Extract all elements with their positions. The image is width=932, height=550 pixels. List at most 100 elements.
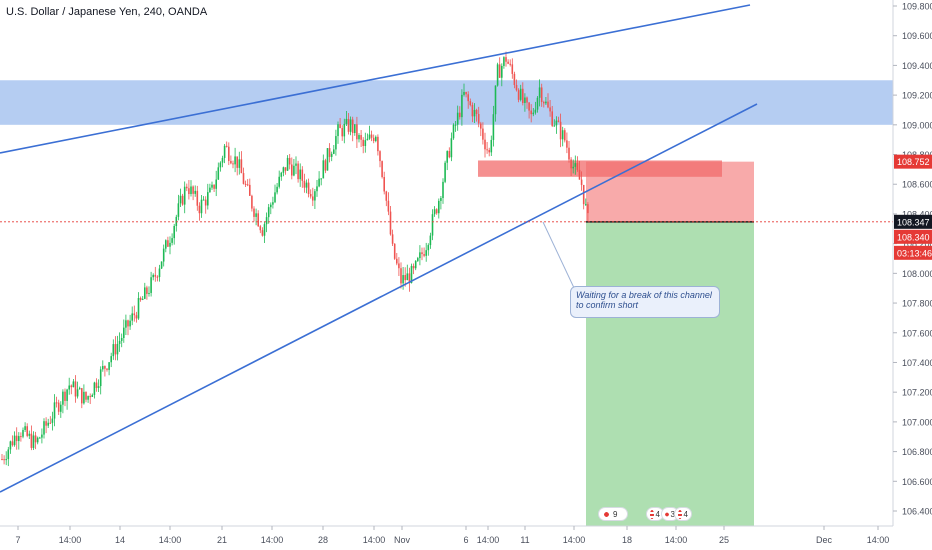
candle [72, 379, 75, 388]
candle [74, 375, 77, 403]
candle [34, 431, 37, 450]
candle [242, 167, 245, 185]
candle [351, 116, 354, 142]
candle [169, 236, 171, 255]
candle [183, 181, 186, 214]
candle [484, 132, 486, 158]
candle [114, 336, 117, 361]
candle [295, 156, 297, 175]
candle [152, 273, 154, 281]
last-price-label-bg [894, 214, 932, 229]
candle [11, 435, 14, 447]
candle [358, 133, 360, 143]
candle [32, 431, 35, 451]
candle [116, 335, 119, 361]
candle [301, 166, 304, 188]
event-badge-4[interactable]: 4 [674, 507, 692, 521]
candle [467, 91, 469, 109]
candle [427, 243, 430, 256]
candle [456, 105, 459, 131]
candle [129, 314, 131, 330]
candle [568, 140, 570, 163]
candle [404, 267, 406, 287]
candle [89, 393, 91, 405]
candle [372, 134, 375, 144]
candle [118, 332, 121, 352]
event-badge-1[interactable]: 9 [598, 507, 628, 521]
candle [553, 119, 556, 127]
candle [555, 116, 558, 134]
candle [530, 104, 532, 123]
us-flag-icon-2 [678, 509, 682, 519]
candle [446, 150, 448, 171]
candle [339, 117, 341, 129]
candle [211, 181, 213, 190]
candle [291, 157, 293, 180]
candle [408, 267, 411, 292]
candle [366, 133, 369, 141]
candle [515, 79, 518, 92]
candle [49, 416, 52, 425]
bid-price-label: 108.340 [897, 232, 930, 242]
candle [81, 387, 83, 409]
candle [572, 159, 574, 174]
y-tick-label: 107.600 [902, 328, 932, 338]
candle [125, 314, 127, 336]
y-tick-label: 107.200 [902, 388, 932, 398]
y-tick-label: 108.400 [902, 209, 932, 219]
candle [429, 232, 432, 249]
annotation-callout[interactable]: Waiting for a break of this channel to c… [570, 286, 720, 318]
x-tick-label: 7 [15, 535, 20, 545]
x-tick-label: 25 [719, 535, 729, 545]
candle [578, 161, 581, 180]
candle [545, 97, 547, 105]
candle [465, 91, 467, 98]
candle [522, 82, 524, 106]
x-tick-label: 14:00 [867, 535, 890, 545]
candle [564, 128, 566, 143]
candle [253, 206, 255, 222]
candle [440, 196, 442, 210]
candle [585, 198, 587, 206]
candle [398, 257, 400, 276]
candle [349, 116, 352, 136]
candle [150, 271, 152, 297]
candle [526, 96, 528, 109]
resistance-zone [0, 80, 893, 125]
candle [162, 244, 165, 267]
event-count-1: 9 [613, 509, 618, 519]
candle [387, 192, 390, 216]
annotation-text: Waiting for a break of this channel to c… [576, 290, 712, 310]
candle [200, 195, 203, 218]
candle [83, 384, 85, 405]
candle [43, 418, 45, 439]
candle [442, 178, 444, 204]
candle [561, 126, 564, 147]
jp-us-flag-icon [602, 509, 611, 519]
candle [490, 135, 493, 157]
candle [421, 247, 423, 261]
jp-flag-icon [665, 509, 669, 519]
candle [419, 245, 421, 266]
candle [293, 158, 295, 177]
candle [13, 431, 16, 447]
candle [198, 202, 201, 221]
candle [91, 393, 94, 397]
candle [381, 160, 383, 179]
y-tick-label: 109.600 [902, 31, 932, 41]
candle [232, 160, 234, 169]
candle [570, 157, 572, 177]
candle [51, 411, 54, 431]
candle [547, 93, 549, 109]
candle [425, 242, 427, 262]
candle [519, 84, 522, 102]
candle [492, 105, 495, 147]
candle [215, 170, 217, 197]
candle [249, 178, 251, 196]
candle [299, 163, 301, 187]
candle [307, 178, 310, 198]
y-tick-label: 109.800 [902, 2, 932, 12]
candle [85, 391, 87, 403]
candle [498, 57, 501, 78]
